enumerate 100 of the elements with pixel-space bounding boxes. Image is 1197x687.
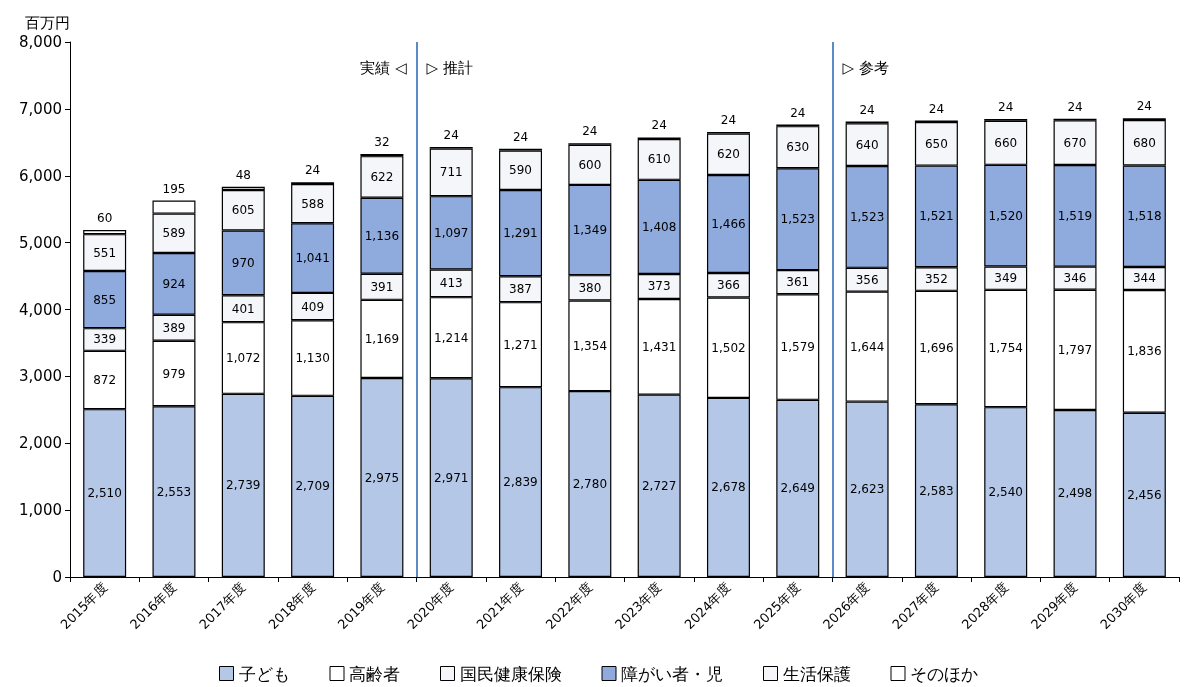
data-label: 872 (93, 372, 117, 387)
data-label: 2,727 (641, 478, 677, 493)
data-label: 2,510 (87, 486, 122, 501)
legend-label: 生活保護 (782, 663, 851, 684)
data-label: 2,780 (572, 477, 608, 492)
data-label: 366 (717, 278, 740, 293)
legend-label: そのほか (910, 663, 978, 684)
data-label: 605 (231, 203, 255, 218)
data-label: 2,678 (711, 480, 746, 495)
data-label: 380 (578, 280, 602, 295)
data-label: 2,583 (919, 483, 954, 498)
data-label: 588 (301, 196, 325, 211)
data-label: 24 (1067, 99, 1083, 114)
data-label: 1,520 (988, 208, 1023, 223)
data-label: 1,797 (1057, 342, 1093, 357)
data-label: 660 (994, 135, 1018, 150)
data-label: 24 (928, 101, 945, 116)
data-label: 2,839 (503, 475, 538, 490)
data-label: 1,271 (503, 337, 538, 352)
data-label: 24 (998, 100, 1014, 115)
data-label: 1,466 (711, 216, 746, 231)
data-label: 387 (509, 282, 532, 297)
data-label: 2,623 (849, 482, 885, 497)
data-label: 352 (924, 272, 948, 287)
y-tick-label: 4,000 (19, 300, 62, 319)
data-label: 356 (855, 272, 879, 287)
data-label: 1,521 (919, 209, 954, 224)
data-label: 2,540 (988, 485, 1023, 500)
data-label: 2,498 (1057, 486, 1093, 501)
data-label: 1,291 (503, 226, 538, 241)
data-label: 1,431 (641, 339, 677, 354)
data-label: 1,097 (434, 225, 469, 240)
y-tick-label: 2,000 (19, 434, 62, 453)
data-label: 2,975 (364, 470, 400, 485)
data-label: 32 (374, 135, 390, 150)
data-label: 1,214 (434, 330, 469, 345)
y-tick-label: 5,000 (19, 233, 62, 252)
data-label: 1,130 (295, 351, 330, 366)
data-label: 1,354 (572, 338, 608, 353)
data-label: 1,072 (226, 350, 261, 365)
data-label: 24 (582, 124, 598, 139)
data-label: 855 (93, 292, 117, 307)
ref-line-label: ▷ 参考 (842, 59, 889, 77)
data-label: 1,519 (1057, 208, 1093, 223)
data-label: 373 (647, 279, 671, 294)
data-label: 640 (855, 137, 879, 152)
data-label: 590 (509, 163, 532, 178)
data-label: 1,644 (849, 339, 885, 354)
data-label: 2,709 (295, 479, 330, 494)
data-label: 2,553 (156, 484, 192, 499)
data-label: 670 (1063, 135, 1087, 150)
data-label: 630 (786, 140, 810, 155)
data-label: 1,041 (295, 251, 330, 266)
data-label: 1,408 (641, 219, 677, 234)
data-label: 349 (994, 271, 1018, 286)
data-label: 24 (512, 129, 529, 144)
data-label: 60 (97, 211, 113, 226)
data-label: 589 (162, 226, 186, 241)
data-label: 339 (93, 332, 117, 347)
data-label: 346 (1063, 271, 1087, 286)
data-label: 1,518 (1127, 209, 1162, 224)
data-label: 1,523 (780, 212, 815, 227)
data-label: 24 (790, 105, 806, 120)
data-label: 711 (439, 165, 463, 180)
y-tick-label: 1,000 (19, 501, 62, 520)
annotation: 実績 ◁ (360, 59, 408, 77)
data-label: 1,754 (988, 341, 1023, 356)
data-label: 389 (162, 320, 186, 335)
data-label: 979 (162, 366, 186, 381)
data-label: 1,836 (1127, 344, 1162, 359)
data-label: 1,169 (364, 331, 400, 346)
data-label: 1,349 (572, 223, 608, 238)
data-label: 610 (647, 152, 671, 167)
data-label: 1,523 (849, 209, 885, 224)
data-label: 24 (651, 118, 667, 133)
data-label: 401 (231, 301, 255, 316)
y-tick-label: 7,000 (19, 99, 62, 118)
data-label: 24 (720, 112, 737, 127)
data-label: 2,649 (780, 481, 815, 496)
data-label: 344 (1132, 271, 1156, 286)
data-label: 2,739 (226, 478, 261, 493)
data-label: 1,579 (780, 340, 815, 355)
data-label: 195 (162, 181, 186, 196)
data-label: 1,502 (711, 340, 746, 355)
data-label: 650 (924, 136, 948, 151)
y-tick-label: 0 (52, 568, 62, 586)
data-label: 620 (717, 147, 740, 162)
data-label: 1,136 (364, 228, 400, 243)
data-label: 1,696 (919, 340, 954, 355)
legend-label: 国民健康保険 (459, 663, 562, 684)
y-axis-title: 百万円 (25, 13, 70, 32)
data-label: 24 (443, 127, 459, 142)
data-label: 24 (859, 102, 875, 117)
y-tick-label: 8,000 (19, 33, 62, 51)
data-label: 361 (786, 275, 810, 290)
data-label: 970 (231, 255, 255, 270)
data-label: 2,971 (434, 470, 469, 485)
data-label: 409 (301, 299, 325, 314)
data-label: 622 (370, 169, 394, 184)
data-label: 924 (162, 276, 186, 291)
